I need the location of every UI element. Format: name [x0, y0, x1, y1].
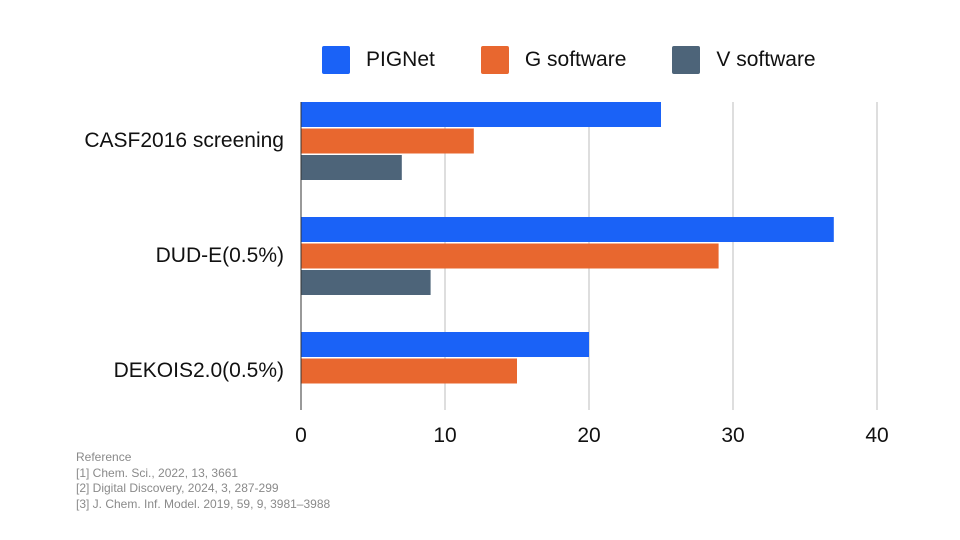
x-tick-label-20: 20 — [577, 424, 600, 447]
x-tick-label-0: 0 — [295, 424, 307, 447]
category-label-2: DUD-E(0.5%) — [156, 244, 284, 267]
bar-v-software-2 — [301, 270, 431, 295]
chart-legend: PIGNet G software V software — [322, 46, 862, 74]
reference-item-1: [1] Chem. Sci., 2022, 13, 3661 — [76, 465, 239, 480]
legend-item-v-software: V software — [672, 46, 816, 74]
legend-label-v-software: V software — [716, 48, 816, 71]
x-tick-label-40: 40 — [865, 424, 888, 447]
reference-item-2: [2] Digital Discovery, 2024, 3, 287-299 — [76, 481, 279, 495]
legend-item-g-software: G software — [480, 46, 627, 74]
legend-swatch-v-software — [672, 46, 701, 74]
legend-swatch-g-software — [480, 46, 509, 74]
bar-g-software-3 — [301, 358, 517, 384]
bar-pignet-1 — [301, 102, 661, 127]
category-label-3: DEKOIS2.0(0.5%) — [114, 359, 284, 382]
legend-item-pignet: PIGNet — [322, 46, 435, 74]
bar-pignet-2 — [301, 217, 834, 242]
legend-label-pignet: PIGNet — [366, 48, 435, 71]
bar-pignet-3 — [301, 332, 589, 357]
references-heading: Reference — [76, 450, 132, 464]
legend-label-g-software: G software — [524, 48, 627, 71]
bar-g-software-1 — [301, 128, 474, 154]
bar-v-software-1 — [301, 155, 402, 180]
references: Reference [1] Chem. Sci., 2022, 13, 3661… — [76, 450, 330, 512]
category-label-1: CASF2016 screening — [84, 129, 284, 152]
bar-g-software-2 — [301, 243, 719, 269]
x-tick-label-30: 30 — [721, 424, 744, 447]
x-tick-label-10: 10 — [433, 424, 456, 447]
legend-swatch-pignet — [322, 46, 350, 74]
reference-item-3: [3] J. Chem. Inf. Model. 2019, 59, 9, 39… — [76, 496, 331, 511]
